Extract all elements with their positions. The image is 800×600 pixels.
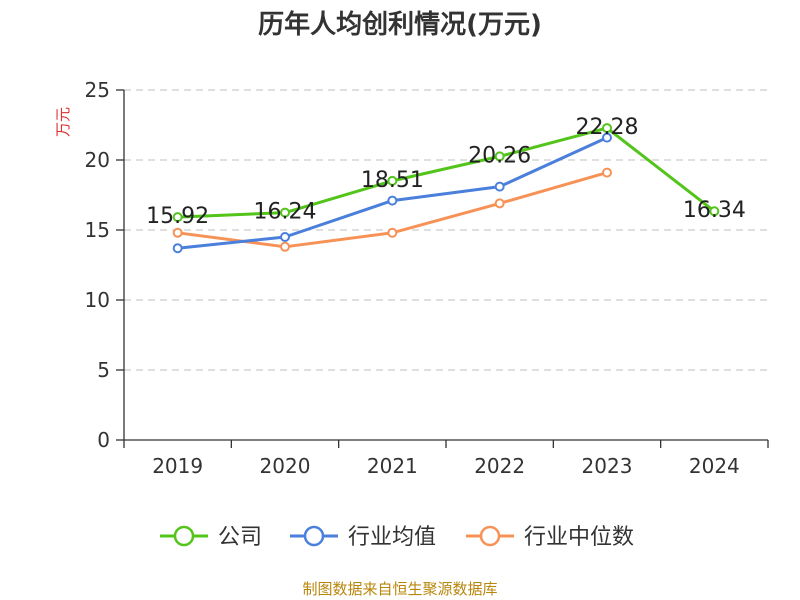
legend-marker-公司 <box>173 525 195 547</box>
data-label-公司-2024: 16.34 <box>683 198 746 223</box>
data-label-公司-2020: 16.24 <box>254 200 317 225</box>
legend-item-行业均值[interactable]: 行业均值 <box>290 525 436 550</box>
x-tick-label-2019: 2019 <box>152 454 203 478</box>
legend[interactable]: 公司 行业均值 行业中位数 <box>160 525 634 550</box>
legend-item-行业中位数[interactable]: 行业中位数 <box>466 525 634 550</box>
y-tick-label-20: 20 <box>85 148 110 172</box>
point-行业均值-2022 <box>494 181 505 192</box>
y-tick-label-10: 10 <box>85 288 110 312</box>
x-tick-label-2021: 2021 <box>367 454 418 478</box>
y-tick-label-25: 25 <box>85 78 110 102</box>
series <box>172 123 720 254</box>
legend-label-行业均值: 行业均值 <box>348 525 436 550</box>
series-line-公司 <box>177 126 716 219</box>
point-公司-2022 <box>494 151 505 162</box>
chart-title: 历年人均创利情况(万元) <box>258 10 542 40</box>
point-行业均值-2023 <box>602 132 612 143</box>
legend-item-公司[interactable]: 公司 <box>160 525 262 550</box>
point-公司-2021 <box>387 175 398 186</box>
x-tick-label-2022: 2022 <box>474 454 525 478</box>
point-行业中位数-2021 <box>387 227 398 238</box>
source-note: 制图数据来自恒生聚源数据库 <box>302 580 498 598</box>
y-axis-label: 万元 <box>54 107 72 137</box>
point-公司-2024 <box>709 206 720 217</box>
legend-label-公司: 公司 <box>218 525 262 550</box>
point-行业均值-2020 <box>280 232 290 242</box>
legend-label-行业中位数: 行业中位数 <box>524 525 634 550</box>
y-tick-label-0: 0 <box>97 428 110 452</box>
point-行业均值-2021 <box>387 195 398 206</box>
point-公司-2019 <box>172 212 183 223</box>
y-tick-label-5: 5 <box>97 358 110 382</box>
point-公司-2023 <box>602 123 612 134</box>
data-label-公司-2023: 22.28 <box>576 115 639 140</box>
point-行业中位数-2022 <box>494 198 505 209</box>
data-label-公司-2021: 18.51 <box>361 168 424 193</box>
point-行业均值-2019 <box>172 243 183 254</box>
data-label-公司-2022: 20.26 <box>468 143 531 168</box>
x-tick-label-2023: 2023 <box>582 454 633 478</box>
data-label-公司-2019: 15.92 <box>146 204 209 229</box>
point-行业中位数-2020 <box>280 241 290 252</box>
data-labels: 15.92 16.24 18.51 20.26 22.28 16.34 <box>146 115 746 229</box>
legend-marker-行业均值 <box>303 525 325 547</box>
point-行业中位数-2019 <box>172 227 183 238</box>
point-公司-2020 <box>280 207 290 218</box>
grid-lines <box>124 89 768 371</box>
legend-marker-行业中位数 <box>479 525 501 547</box>
line-chart: 0 5 10 15 20 25 2019 2020 2021 2022 2023 2024 万元 15… <box>54 78 769 550</box>
y-tick-label-15: 15 <box>85 218 110 242</box>
x-tick-label-2020: 2020 <box>260 454 311 478</box>
x-tick-label-2024: 2024 <box>689 454 740 478</box>
point-行业中位数-2023 <box>602 167 612 178</box>
axes: 0 5 10 15 20 25 2019 2020 2021 2022 2023 2024 <box>85 78 769 478</box>
